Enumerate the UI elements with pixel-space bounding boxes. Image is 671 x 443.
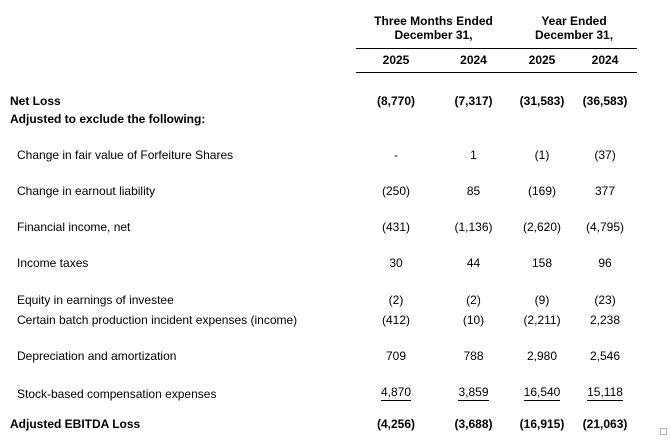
column-group-year-ended: Year Ended December 31, <box>511 0 638 49</box>
row-value: (412) <box>381 313 410 327</box>
year-column-header: 2024 <box>436 48 512 73</box>
row-label: Adjusted to exclude the following: <box>10 112 206 126</box>
row-value: - <box>394 148 398 162</box>
row-value: (10) <box>462 313 485 327</box>
row-value: (7,317) <box>454 94 493 108</box>
underlined-value: 3,859 <box>458 385 489 401</box>
table-row-stock-based-compensation: Stock-based compensation expenses 4,870 … <box>0 363 637 401</box>
row-value: 709 <box>385 349 407 363</box>
row-value: 2,980 <box>527 349 558 363</box>
row-value <box>356 108 436 126</box>
row-value <box>436 108 511 126</box>
row-value: 2,238 <box>590 313 621 327</box>
row-label: Financial income, net <box>17 220 131 234</box>
adjusted-ebitda-reconciliation-table: Three Months Ended December 31, Year End… <box>0 0 638 431</box>
row-label: Change in fair value of Forfeiture Share… <box>17 148 234 162</box>
row-value: (2,620) <box>523 220 562 234</box>
row-value: 15,118 <box>573 363 637 401</box>
underlined-value: 4,870 <box>380 385 412 401</box>
row-value: 85 <box>466 184 481 198</box>
row-value: (1,136) <box>454 220 493 234</box>
year-header-row: 2025 2024 2025 2024 <box>0 48 638 73</box>
row-value: (250) <box>381 184 410 198</box>
row-value: 4,870 <box>356 363 436 401</box>
table-row-batch-incident: Certain batch production incident expens… <box>0 307 637 327</box>
row-label: Certain batch production incident expens… <box>17 313 298 327</box>
row-value: 377 <box>595 184 616 198</box>
table-row-depreciation-amortization: Depreciation and amortization 709 788 2,… <box>0 327 637 363</box>
table-row-adjusted-heading: Adjusted to exclude the following: <box>0 108 637 126</box>
row-value: (3,688) <box>454 417 493 431</box>
column-group-three-months: Three Months Ended December 31, <box>356 0 512 49</box>
table-row-adjusted-ebitda-loss: Adjusted EBITDA Loss (4,256) (3,688) (16… <box>0 401 637 431</box>
row-label: Net Loss <box>10 94 61 108</box>
row-value: (2) <box>388 293 404 307</box>
table-row-income-taxes: Income taxes 30 44 158 96 <box>0 234 637 270</box>
row-value: 96 <box>598 256 612 270</box>
row-value <box>511 108 573 126</box>
row-value: 1 <box>470 148 477 162</box>
row-value: (431) <box>381 220 410 234</box>
row-value: 30 <box>389 256 403 270</box>
resize-handle-square <box>660 428 667 435</box>
row-value: (36,583) <box>582 94 628 108</box>
corner-cell <box>0 0 356 49</box>
row-value: 44 <box>466 256 481 270</box>
underlined-value: 16,540 <box>523 385 561 401</box>
table-row-forfeiture-shares: Change in fair value of Forfeiture Share… <box>0 126 637 162</box>
row-value: (4,795) <box>586 220 625 234</box>
year-column-header: 2025 <box>511 48 574 73</box>
underlined-value: 15,118 <box>587 385 623 401</box>
row-label: Equity in earnings of investee <box>17 293 174 307</box>
corner-cell <box>0 49 356 73</box>
row-value: (16,915) <box>519 417 565 431</box>
row-value: (9) <box>534 293 550 307</box>
row-value: 158 <box>532 256 553 270</box>
row-value: (23) <box>594 293 616 307</box>
row-value: 16,540 <box>511 363 573 401</box>
year-column-header: 2025 <box>356 48 436 73</box>
table-row-earnout-liability: Change in earnout liability (250) 85 (16… <box>0 162 637 198</box>
row-label: Income taxes <box>17 256 89 270</box>
row-label: Adjusted EBITDA Loss <box>10 417 141 431</box>
row-value: (21,063) <box>582 417 628 431</box>
row-value: 2,546 <box>590 349 621 363</box>
row-value: (169) <box>528 184 557 198</box>
table-row-financial-income: Financial income, net (431) (1,136) (2,6… <box>0 198 637 234</box>
table-row-equity-investee: Equity in earnings of investee (2) (2) (… <box>0 270 637 307</box>
year-column-header: 2024 <box>573 48 638 73</box>
row-value: (4,256) <box>376 417 416 431</box>
column-group-header-row: Three Months Ended December 31, Year End… <box>0 0 638 49</box>
row-value: (1) <box>534 148 550 162</box>
row-value: (2,211) <box>523 313 561 327</box>
row-value: 788 <box>463 349 484 363</box>
row-label: Stock-based compensation expenses <box>17 387 217 401</box>
row-value: (37) <box>594 148 616 162</box>
row-value: 3,859 <box>436 363 511 401</box>
table-row-net-loss: Net Loss (8,770) (7,317) (31,583) (36,58… <box>0 73 637 109</box>
row-label: Change in earnout liability <box>17 184 156 198</box>
row-value: (8,770) <box>376 94 416 108</box>
row-value: (31,583) <box>519 94 565 108</box>
row-value <box>573 108 637 126</box>
row-label: Depreciation and amortization <box>17 349 177 363</box>
row-value: (2) <box>466 293 481 307</box>
